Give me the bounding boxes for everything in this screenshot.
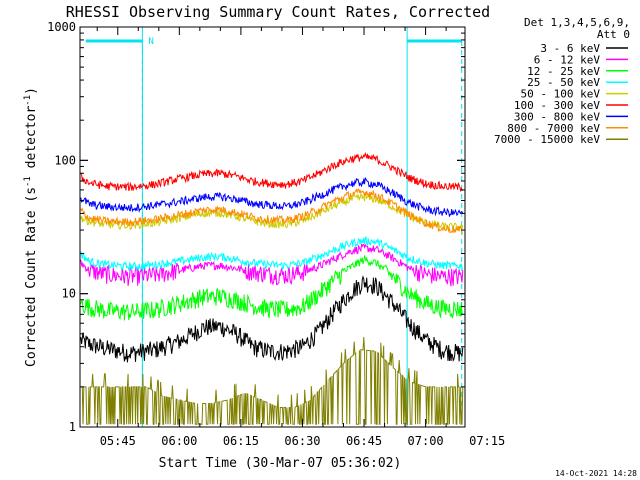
legend-label-4: 50 - 100 keV bbox=[521, 88, 601, 101]
series-line-8 bbox=[80, 337, 464, 425]
y-axis: 1 10 100 1000 bbox=[47, 20, 465, 434]
series-line-6 bbox=[80, 176, 464, 217]
y-tick-label: 1000 bbox=[47, 20, 76, 34]
legend-label-6: 300 - 800 keV bbox=[514, 110, 600, 123]
y-axis-label-sup1: -1 bbox=[23, 176, 33, 187]
legend-label-1: 6 - 12 keV bbox=[534, 53, 601, 66]
x-tick-label: 06:15 bbox=[223, 434, 259, 448]
legend-header-attenuator: Att 0 bbox=[597, 28, 630, 41]
plot-area: N bbox=[80, 27, 464, 427]
series-line-0 bbox=[80, 275, 464, 363]
x-tick-label: 07:00 bbox=[408, 434, 444, 448]
legend-label-7: 800 - 7000 keV bbox=[507, 122, 600, 135]
legend-label-3: 25 - 50 keV bbox=[527, 76, 600, 89]
series-line-5 bbox=[80, 151, 463, 193]
footer-date: 14-Oct-2021 14:28 bbox=[555, 469, 637, 478]
series-line-7 bbox=[80, 188, 463, 234]
series-line-2 bbox=[80, 254, 464, 321]
y-tick-label: 1 bbox=[69, 420, 76, 434]
x-tick-label: 05:45 bbox=[100, 434, 136, 448]
y-axis-label-end: ) bbox=[24, 87, 39, 95]
series-line-1 bbox=[80, 242, 464, 287]
y-axis-label-mid: detector bbox=[24, 106, 39, 177]
legend-label-2: 12 - 25 keV bbox=[527, 65, 600, 78]
y-axis-label-sup2: -1 bbox=[23, 95, 33, 106]
legend-label-8: 7000 - 15000 keV bbox=[494, 133, 600, 146]
legend-label-5: 100 - 300 keV bbox=[514, 99, 600, 112]
legend-label-0: 3 - 6 keV bbox=[540, 42, 600, 55]
y-axis-label: Corrected Count Rate (s-1 detector-1) bbox=[23, 87, 39, 367]
x-tick-label: 06:00 bbox=[161, 434, 197, 448]
series-line-3 bbox=[80, 235, 464, 272]
x-axis: 05:45 06:00 06:15 06:30 06:45 07:00 07:15 bbox=[96, 27, 505, 448]
series-line-4 bbox=[80, 192, 464, 231]
chart-title: RHESSI Observing Summary Count Rates, Co… bbox=[66, 3, 490, 21]
x-tick-label: 06:45 bbox=[346, 434, 382, 448]
x-tick-label: 07:15 bbox=[469, 434, 505, 448]
legend-header-detectors: Det 1,3,4,5,6,9, bbox=[524, 16, 630, 29]
y-tick-label: 10 bbox=[62, 287, 76, 301]
saa-label-0: N bbox=[148, 37, 153, 47]
plot-frame bbox=[79, 26, 466, 428]
x-tick-label: 06:30 bbox=[284, 434, 320, 448]
x-axis-label: Start Time (30-Mar-07 05:36:02) bbox=[159, 456, 402, 471]
y-tick-label: 100 bbox=[54, 153, 76, 167]
y-axis-label-main: Corrected Count Rate (s bbox=[24, 187, 39, 367]
